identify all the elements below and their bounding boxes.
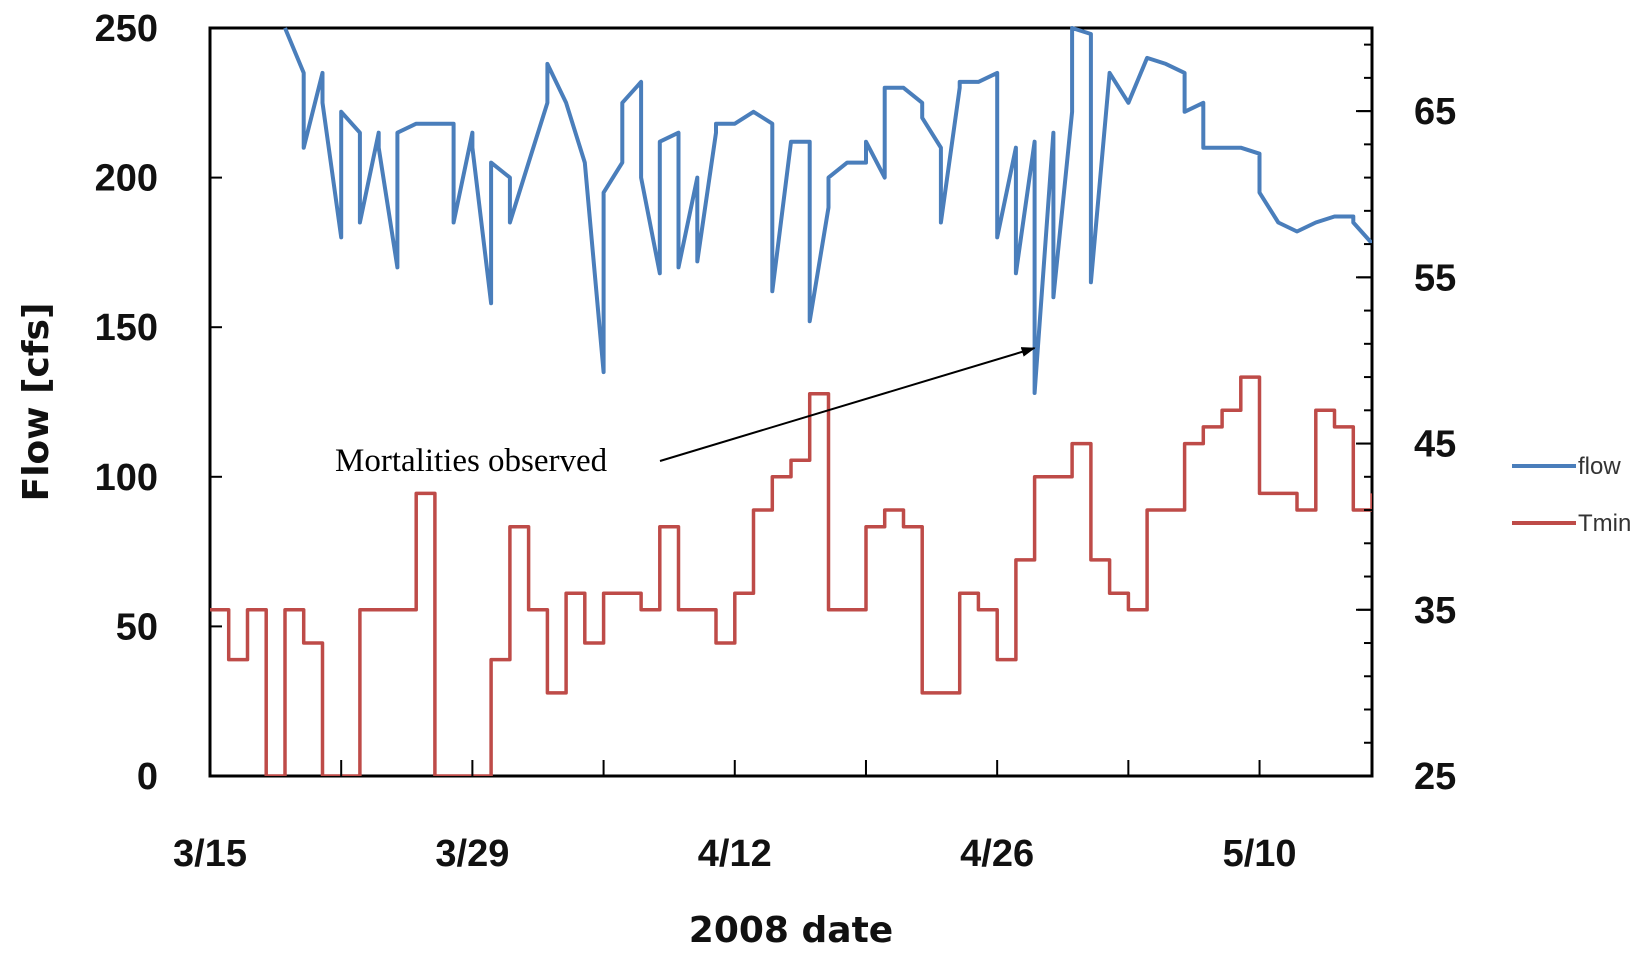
series-lines bbox=[210, 26, 1372, 776]
y-tick-label: 50 bbox=[116, 606, 158, 648]
x-tick-label: 4/12 bbox=[698, 833, 772, 875]
legend-label-tmin: Tmin bbox=[1578, 510, 1631, 537]
y2-tick-label: 45 bbox=[1414, 424, 1456, 466]
x-axis-title: 2008 date bbox=[689, 910, 893, 951]
annotation-arrow bbox=[659, 347, 1036, 462]
y-axis-ticks: 0 50 100 150 200 250 bbox=[95, 8, 222, 798]
series-line-tmin bbox=[210, 375, 1372, 776]
x-tick-label: 4/26 bbox=[960, 833, 1034, 875]
y-tick-label: 250 bbox=[95, 8, 158, 50]
y-tick-label: 200 bbox=[95, 158, 158, 200]
y-axis-title: Flow [cfs] bbox=[16, 303, 57, 502]
y2-tick-label: 65 bbox=[1414, 91, 1456, 133]
x-tick-label: 5/10 bbox=[1223, 833, 1297, 875]
y-tick-label: 150 bbox=[95, 307, 158, 349]
y-tick-label: 0 bbox=[137, 756, 158, 798]
legend-label-flow: flow bbox=[1578, 453, 1621, 480]
y2-tick-label: 25 bbox=[1414, 756, 1456, 798]
annotation: Mortalities observed bbox=[335, 347, 1036, 479]
annotation-text: Mortalities observed bbox=[335, 443, 608, 479]
plot-area: 0 50 100 150 200 250 25 35 45 55 65 3/15 3/29 4/12 4… bbox=[95, 8, 1457, 875]
x-axis-ticks: 3/15 3/29 4/12 4/26 5/10 bbox=[173, 760, 1297, 875]
y-tick-label: 100 bbox=[95, 457, 158, 499]
series-line-flow bbox=[283, 26, 1372, 395]
plot-frame bbox=[208, 26, 1374, 778]
x-tick-label: 3/15 bbox=[173, 833, 247, 875]
y2-axis-ticks: 25 35 45 55 65 bbox=[1356, 43, 1456, 798]
y2-tick-label: 35 bbox=[1414, 590, 1456, 632]
y2-tick-label: 55 bbox=[1414, 257, 1456, 299]
x-tick-label: 3/29 bbox=[435, 833, 509, 875]
legend: flow Tmin bbox=[1512, 453, 1631, 537]
